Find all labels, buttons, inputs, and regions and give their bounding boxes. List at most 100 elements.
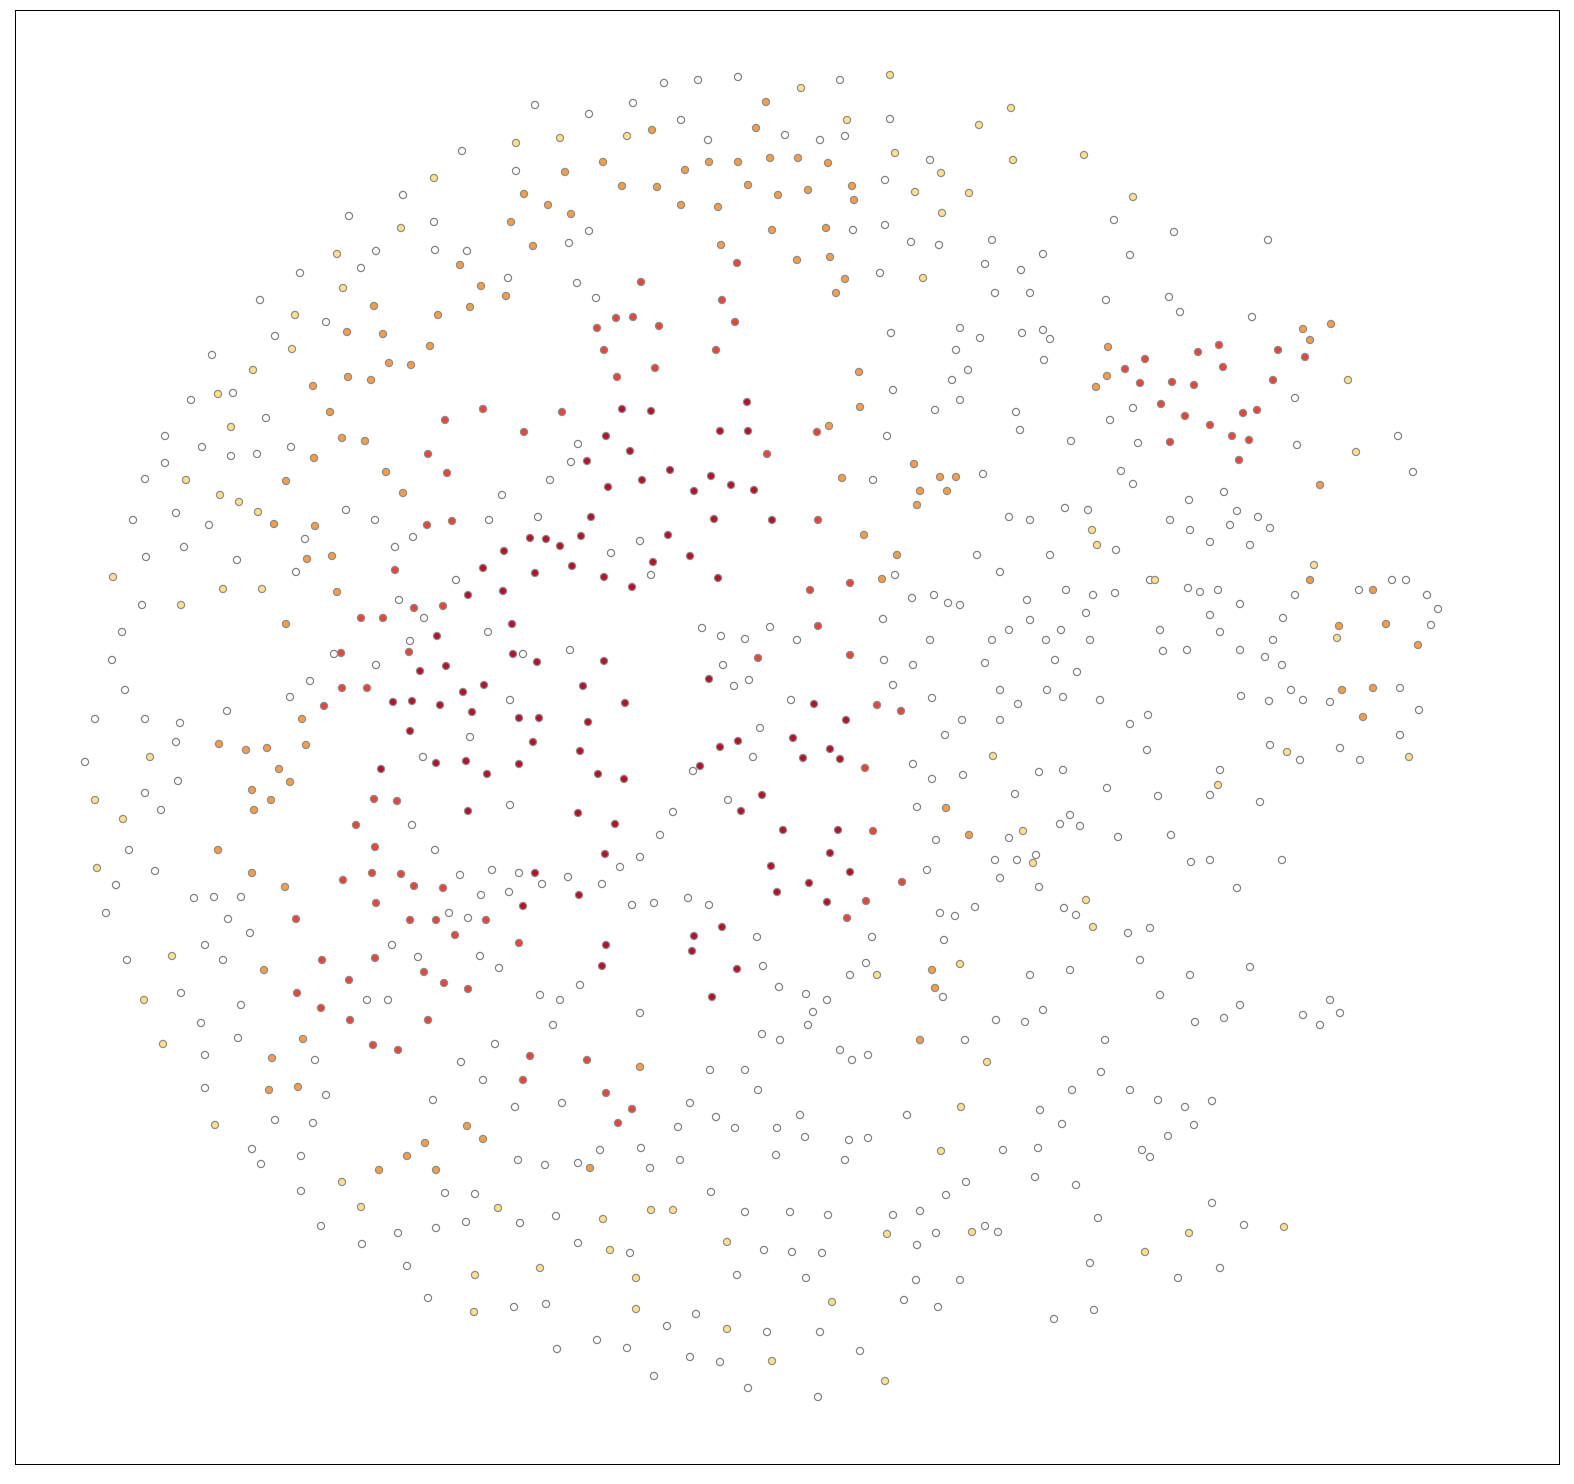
point bbox=[844, 1135, 854, 1145]
point bbox=[362, 995, 372, 1005]
point bbox=[236, 1000, 246, 1010]
point bbox=[378, 613, 388, 623]
point bbox=[461, 1217, 471, 1227]
point bbox=[713, 202, 723, 212]
point bbox=[611, 313, 621, 323]
point bbox=[384, 358, 394, 368]
point bbox=[430, 245, 440, 255]
point bbox=[540, 1160, 550, 1170]
point bbox=[528, 241, 538, 251]
point bbox=[140, 714, 150, 724]
point bbox=[1088, 922, 1098, 932]
point bbox=[740, 1207, 750, 1217]
point bbox=[925, 155, 935, 165]
point bbox=[842, 115, 852, 125]
point bbox=[676, 200, 686, 210]
point bbox=[880, 1376, 890, 1386]
point bbox=[704, 900, 714, 910]
point bbox=[915, 1206, 925, 1216]
point bbox=[301, 740, 311, 750]
point bbox=[462, 1121, 472, 1131]
point bbox=[998, 1145, 1008, 1155]
point bbox=[592, 1335, 602, 1345]
point bbox=[1025, 615, 1035, 625]
point bbox=[256, 1159, 266, 1169]
point bbox=[704, 157, 714, 167]
point bbox=[631, 1273, 641, 1283]
point bbox=[740, 634, 750, 644]
point bbox=[796, 83, 806, 93]
point bbox=[619, 774, 629, 784]
point bbox=[582, 456, 592, 466]
point bbox=[200, 940, 210, 950]
point bbox=[398, 190, 408, 200]
point bbox=[394, 595, 404, 605]
point bbox=[685, 1352, 695, 1362]
point bbox=[270, 331, 280, 341]
point bbox=[226, 422, 236, 432]
point bbox=[1057, 1119, 1067, 1129]
point bbox=[209, 892, 219, 902]
point bbox=[555, 541, 565, 551]
point bbox=[1358, 712, 1368, 722]
point bbox=[356, 263, 366, 273]
point bbox=[1092, 540, 1102, 550]
point bbox=[1368, 585, 1378, 595]
point bbox=[1013, 699, 1023, 709]
point bbox=[732, 964, 742, 974]
point bbox=[1325, 697, 1335, 707]
point bbox=[1166, 830, 1176, 840]
point bbox=[823, 158, 833, 168]
point bbox=[573, 439, 583, 449]
point bbox=[583, 717, 593, 727]
point bbox=[1279, 1222, 1289, 1232]
point bbox=[535, 990, 545, 1000]
point bbox=[332, 587, 342, 597]
point bbox=[896, 706, 906, 716]
point bbox=[1227, 431, 1237, 441]
point bbox=[868, 826, 878, 836]
point bbox=[1185, 525, 1195, 535]
point bbox=[407, 696, 417, 706]
point bbox=[1020, 1017, 1030, 1027]
point bbox=[467, 707, 477, 717]
point bbox=[287, 344, 297, 354]
point bbox=[845, 867, 855, 877]
point bbox=[936, 168, 946, 178]
point bbox=[662, 1321, 672, 1331]
point bbox=[757, 790, 767, 800]
point bbox=[530, 868, 540, 878]
point bbox=[483, 627, 493, 637]
point bbox=[557, 1098, 567, 1108]
point bbox=[845, 650, 855, 660]
point bbox=[514, 713, 524, 723]
point bbox=[878, 614, 888, 624]
point bbox=[341, 505, 351, 515]
point bbox=[685, 1098, 695, 1108]
point bbox=[1252, 405, 1262, 415]
point bbox=[465, 732, 475, 742]
point bbox=[505, 800, 515, 810]
point bbox=[936, 1146, 946, 1156]
point bbox=[899, 1295, 909, 1305]
point bbox=[210, 1120, 220, 1130]
point bbox=[291, 567, 301, 577]
point bbox=[995, 715, 1005, 725]
point bbox=[214, 739, 224, 749]
point bbox=[514, 938, 524, 948]
point bbox=[1337, 685, 1347, 695]
point bbox=[925, 635, 935, 645]
point bbox=[1034, 767, 1044, 777]
point bbox=[613, 1118, 623, 1128]
point bbox=[691, 1309, 701, 1319]
point bbox=[515, 1218, 525, 1228]
point bbox=[300, 534, 310, 544]
point bbox=[482, 769, 492, 779]
point bbox=[875, 268, 885, 278]
point bbox=[822, 995, 832, 1005]
point bbox=[431, 915, 441, 925]
point bbox=[1128, 403, 1138, 413]
point bbox=[1101, 295, 1111, 305]
point bbox=[1071, 1180, 1081, 1190]
point bbox=[935, 472, 945, 482]
